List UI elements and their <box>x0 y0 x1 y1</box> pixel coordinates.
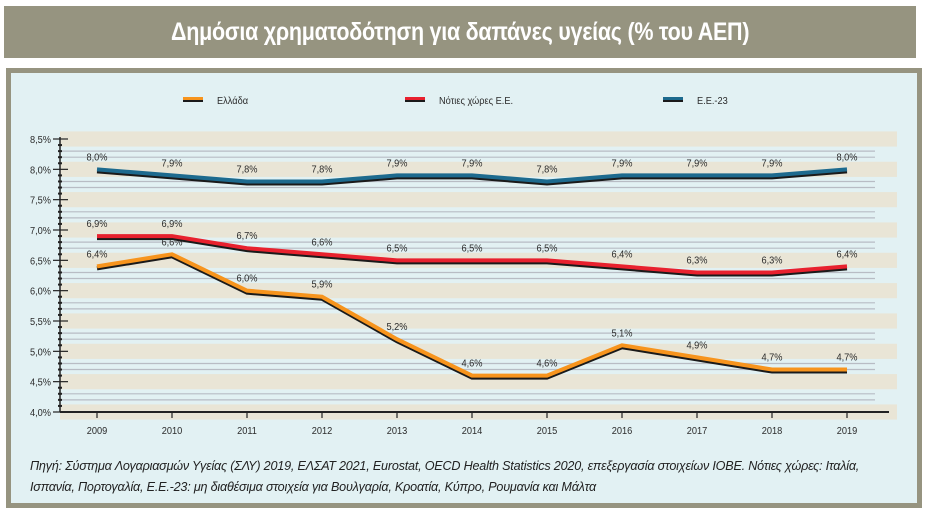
x-tick-label: 2016 <box>612 426 633 438</box>
x-tick-label: 2013 <box>387 426 408 438</box>
data-label: 6,6% <box>161 237 182 249</box>
data-label: 8,0% <box>86 152 107 164</box>
data-label: 6,7% <box>236 231 257 243</box>
y-tick-label: 8,5% <box>30 135 51 147</box>
y-tick-label: 4,0% <box>30 408 51 420</box>
y-tick-label: 8,0% <box>30 165 51 177</box>
data-label: 6,5% <box>536 243 557 255</box>
data-label: 6,5% <box>461 243 482 255</box>
x-tick-label: 2009 <box>87 426 108 438</box>
data-label: 7,9% <box>761 158 782 170</box>
y-tick-label: 6,0% <box>30 286 51 298</box>
x-tick-label: 2018 <box>762 426 783 438</box>
data-label: 5,2% <box>386 322 407 334</box>
legend-swatch-shadow <box>405 99 425 102</box>
grid-band <box>60 374 897 390</box>
data-label: 8,0% <box>836 152 857 164</box>
y-tick-label: 5,5% <box>30 317 51 329</box>
data-label: 6,9% <box>161 219 182 231</box>
title-bar: Δημόσια χρηματοδότηση για δαπάνες υγείας… <box>4 6 916 58</box>
data-label: 7,8% <box>236 164 257 176</box>
source-note-line-1: Πηγή: Σύστημα Λογαριασμών Υγείας (ΣΛΥ) 2… <box>30 459 860 473</box>
data-label: 6,3% <box>686 255 707 267</box>
grid-band <box>60 131 897 147</box>
grid-band <box>60 192 897 208</box>
data-label: 6,4% <box>611 249 632 261</box>
x-tick-label: 2014 <box>462 426 483 438</box>
x-tick-label: 2019 <box>837 426 858 438</box>
x-tick-label: 2017 <box>687 426 708 438</box>
grid-band <box>60 222 897 238</box>
y-tick-label: 4,5% <box>30 377 51 389</box>
x-tick-label: 2010 <box>162 426 183 438</box>
x-tick-label: 2011 <box>237 426 257 438</box>
data-label: 4,6% <box>461 358 482 370</box>
x-tick-label: 2015 <box>537 426 558 438</box>
grid-band <box>60 161 897 177</box>
source-note: Πηγή: Σύστημα Λογαριασμών Υγείας (ΣΛΥ) 2… <box>30 456 910 498</box>
data-label: 5,9% <box>311 279 332 291</box>
legend-label: Ε.Ε.-23 <box>697 96 728 108</box>
legend-label: Ελλάδα <box>217 96 248 108</box>
x-tick-label: 2012 <box>312 426 333 438</box>
data-label: 4,6% <box>536 358 557 370</box>
grid-band <box>60 283 897 299</box>
data-label: 5,1% <box>611 328 632 340</box>
data-label: 7,9% <box>461 158 482 170</box>
data-label: 6,0% <box>236 273 257 285</box>
data-label: 4,9% <box>686 340 707 352</box>
data-label: 6,6% <box>311 237 332 249</box>
data-label: 6,4% <box>836 249 857 261</box>
series-line-eu23 <box>96 167 848 184</box>
y-tick-label: 7,0% <box>30 226 51 238</box>
legend-swatch <box>183 97 203 100</box>
data-label: 7,9% <box>686 158 707 170</box>
legend-swatch <box>405 97 425 100</box>
legend-label: Νότιες χώρες Ε.Ε. <box>439 96 513 108</box>
data-label: 7,9% <box>611 158 632 170</box>
data-label: 6,5% <box>386 243 407 255</box>
series-line-south-eu <box>97 234 848 275</box>
legend-swatch-shadow <box>183 99 203 102</box>
data-label: 7,9% <box>386 158 407 170</box>
legend-swatch-shadow <box>663 99 683 102</box>
data-label: 7,8% <box>536 164 557 176</box>
data-label: 4,7% <box>761 352 782 364</box>
chart-title: Δημόσια χρηματοδότηση για δαπάνες υγείας… <box>170 17 750 46</box>
y-tick-label: 5,0% <box>30 347 51 359</box>
data-label: 7,9% <box>161 158 182 170</box>
series-line-greece <box>96 252 847 378</box>
source-note-line-2: Ισπανία, Πορτογαλία, Ε.Ε.-23: μη διαθέσι… <box>30 480 596 494</box>
legend-swatch <box>663 97 683 100</box>
data-label: 6,9% <box>86 219 107 231</box>
data-label: 7,8% <box>311 164 332 176</box>
data-label: 6,4% <box>86 249 107 261</box>
data-label: 6,3% <box>761 255 782 267</box>
grid-band <box>60 313 897 329</box>
y-tick-label: 7,5% <box>30 195 51 207</box>
y-tick-label: 6,5% <box>30 256 51 268</box>
data-label: 4,7% <box>836 352 857 364</box>
